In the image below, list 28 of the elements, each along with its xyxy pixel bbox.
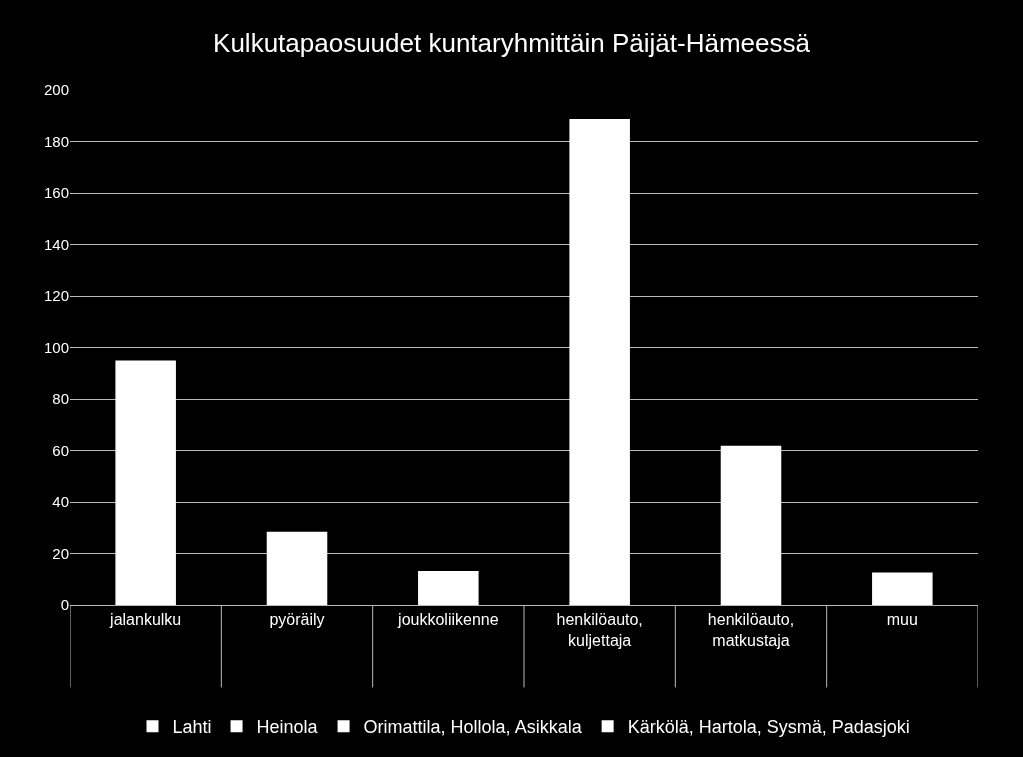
bar: [266, 531, 328, 605]
chart-title: Kulkutapaosuudet kuntaryhmittäin Päijät-Hämeessä: [213, 28, 811, 59]
y-tick-label: 80: [52, 390, 69, 408]
bar: [569, 119, 630, 605]
bar: [115, 360, 176, 605]
y-tick-label: 40: [52, 493, 69, 511]
legend-label: Kärkölä, Hartola, Sysmä, Padasjoki: [627, 717, 910, 738]
x-tick-label: pyöräily: [269, 611, 325, 629]
x-tick-label: jalankulku: [109, 611, 182, 629]
y-tick-label: 100: [43, 338, 69, 356]
y-tick-label: 140: [43, 235, 69, 253]
legend-label: Lahti: [172, 717, 212, 738]
x-tick-label: henkilöauto, matkustaja: [707, 611, 795, 649]
y-tick-label: 60: [52, 441, 69, 459]
bar: [720, 445, 782, 605]
y-tick-label: 200: [43, 81, 69, 99]
legend-label: Heinola: [256, 717, 319, 738]
x-tick-label: joukkoliikenne: [397, 611, 499, 629]
y-tick-label: 120: [43, 287, 69, 305]
y-tick-label: 160: [43, 184, 69, 202]
bar: [418, 571, 479, 605]
legend-label: Orimattila, Hollola, Asikkala: [363, 717, 583, 738]
y-tick-label: 20: [52, 544, 69, 562]
x-tick-label: muu: [886, 611, 918, 629]
y-tick-label: 180: [43, 132, 69, 150]
x-tick-label: henkilöauto, kuljettaja: [556, 611, 643, 649]
bar: [872, 572, 933, 605]
y-tick-label: 0: [60, 596, 69, 614]
